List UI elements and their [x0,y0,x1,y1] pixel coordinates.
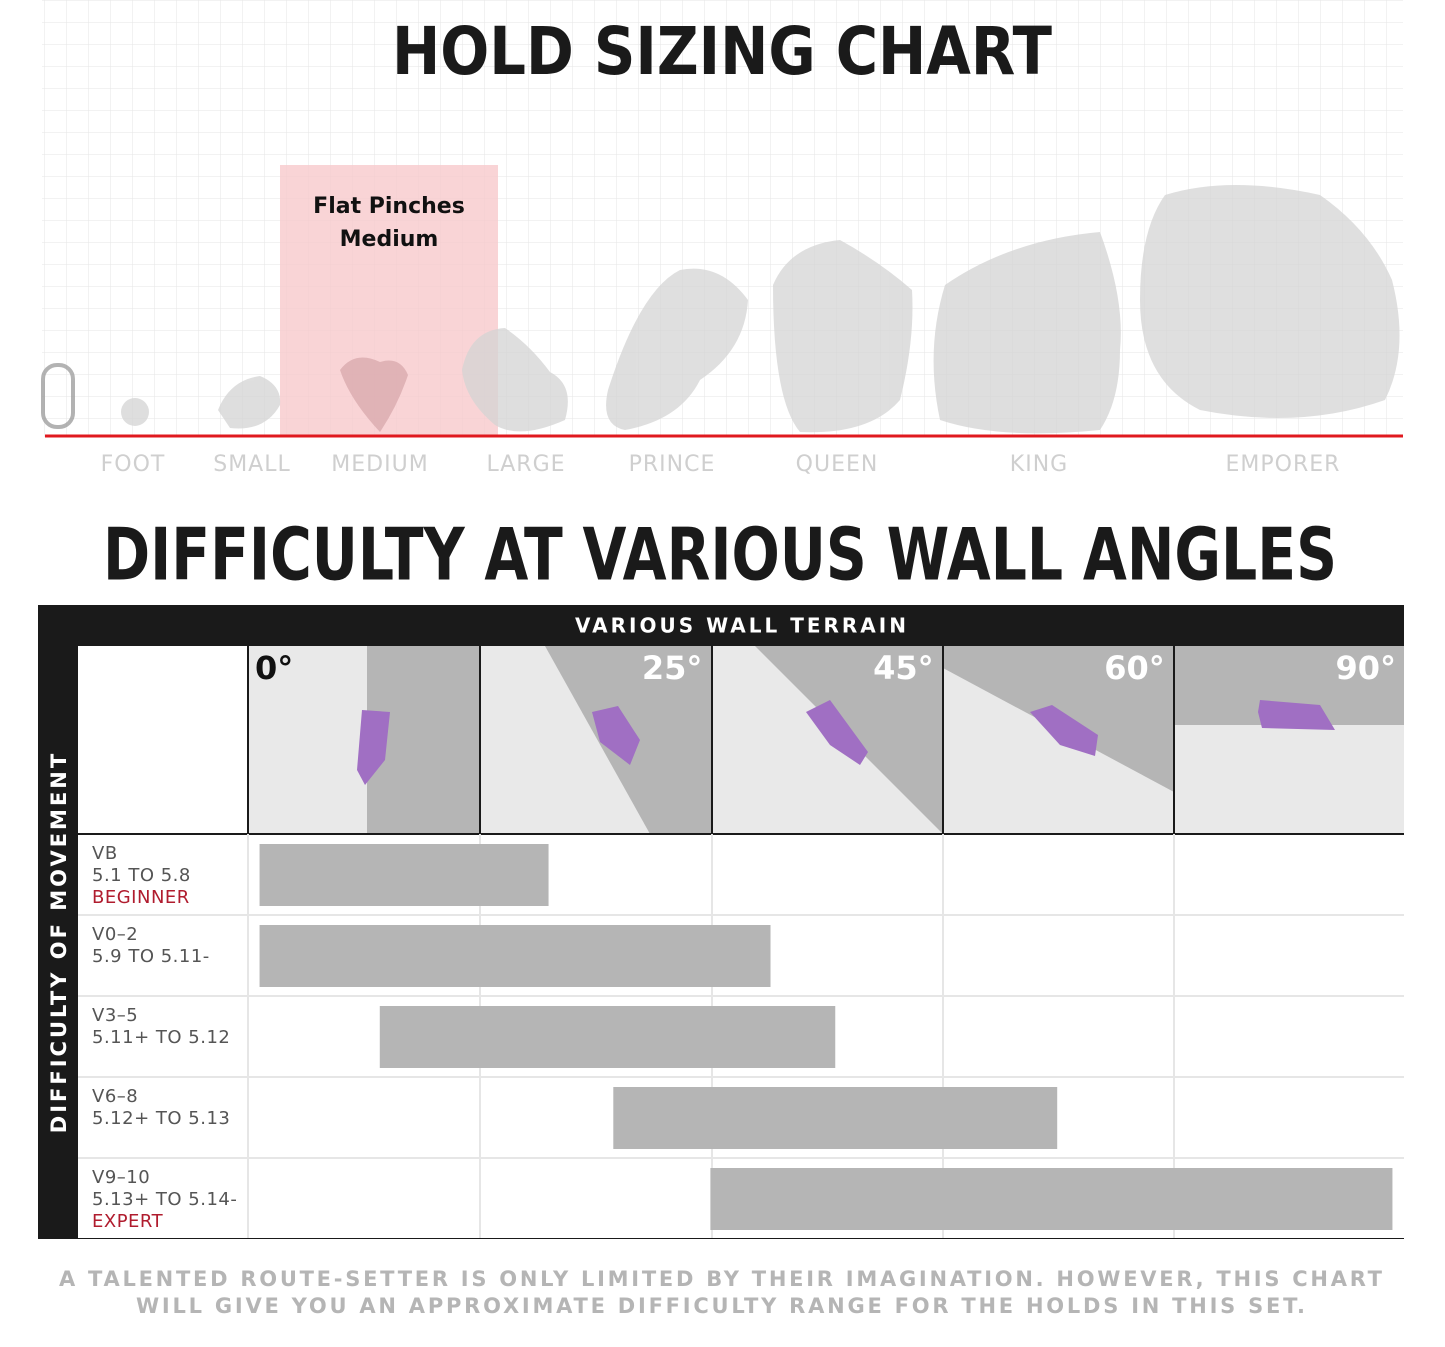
size-label: EMPORER [1226,452,1341,477]
footer-line2: WILL GIVE YOU AN APPROXIMATE DIFFICULTY … [136,1294,1308,1318]
row-level: BEGINNER [92,887,190,908]
size-label: KING [1010,452,1068,477]
column-header: VARIOUS WALL TERRAIN [575,614,909,638]
size-label: FOOT [101,452,166,477]
angle-label: 45° [873,649,934,687]
difficulty-bar [259,925,771,987]
row-grade: V6–8 [92,1086,138,1107]
difficulty-bar [710,1168,1393,1230]
difficulty-bar [259,844,549,906]
hold-title: HOLD SIZING CHART [392,13,1052,90]
angle-label: 0° [255,649,293,687]
size-label: QUEEN [796,452,879,477]
difficulty-bar [379,1006,836,1068]
angle-label: 90° [1335,649,1396,687]
row-yds: 5.12+ TO 5.13 [92,1108,230,1129]
size-label: LARGE [486,452,565,477]
row-yds: 5.11+ TO 5.12 [92,1027,230,1048]
size-label: PRINCE [629,452,716,477]
highlight-line2: Medium [340,227,439,252]
header-grid [78,646,1404,835]
row-header: DIFFICULTY OF MOVEMENT [47,751,71,1133]
footer-line1: A TALENTED ROUTE-SETTER IS ONLY LIMITED … [59,1267,1385,1291]
difficulty-bar [613,1087,1058,1149]
angle-label: 25° [642,649,703,687]
size-label: MEDIUM [331,452,428,477]
highlight-line1: Flat Pinches [313,194,465,219]
row-grade: V0–2 [92,924,138,945]
row-yds: 5.9 TO 5.11- [92,946,210,967]
holds [41,185,1400,434]
size-label: SMALL [213,452,291,477]
row-yds: 5.1 TO 5.8 [92,865,191,886]
row-yds: 5.13+ TO 5.14- [92,1189,237,1210]
row-grade: V3–5 [92,1005,138,1026]
row-grade: VB [92,843,118,864]
row-level: EXPERT [92,1211,164,1232]
difficulty-title: DIFFICULTY AT VARIOUS WALL ANGLES [103,513,1337,597]
angle-label: 60° [1104,649,1165,687]
row-grade: V9–10 [92,1167,150,1188]
wall-images [248,646,1404,834]
